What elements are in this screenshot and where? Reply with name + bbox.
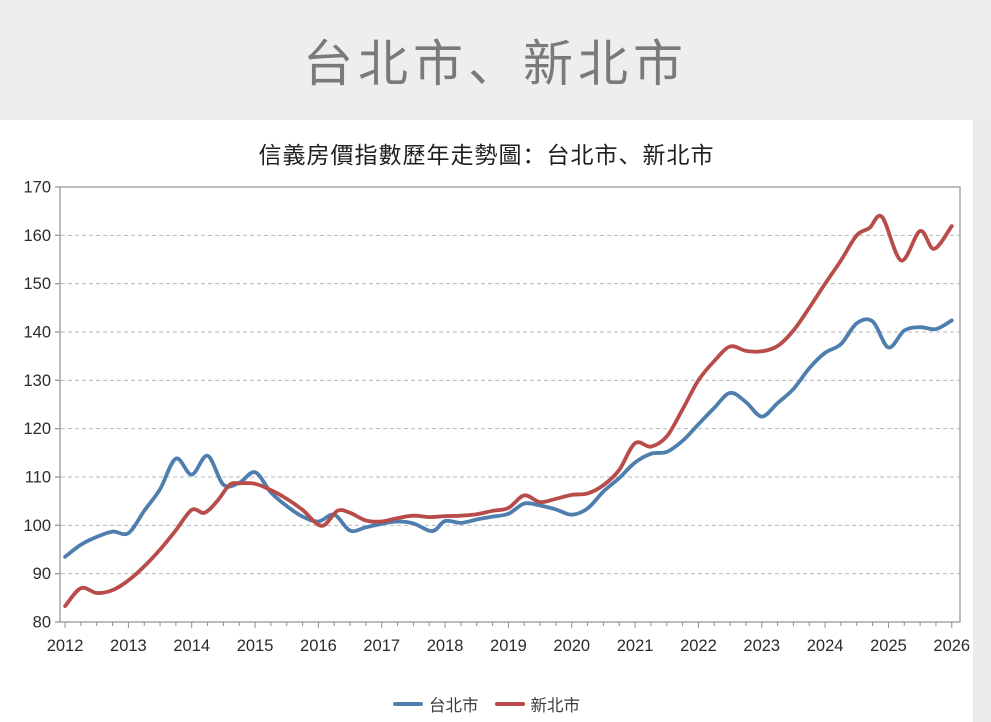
- page-title: 台北市、新北市: [303, 36, 688, 92]
- taipei-legend-label: 台北市: [429, 697, 479, 715]
- x-axis-label-2015: 2015: [237, 637, 274, 655]
- y-axis-label-150: 150: [23, 275, 51, 293]
- x-axis-label-2025: 2025: [870, 637, 907, 655]
- chart-title: 信義房價指數歷年走勢圖：台北市、新北市: [258, 143, 715, 168]
- new-taipei-line-swatch: [494, 702, 525, 706]
- x-axis-label-2026: 2026: [933, 637, 970, 655]
- chart-card: 信義房價指數歷年走勢圖：台北市、新北市 80 90 100 110 120 130 140 1…: [0, 120, 973, 722]
- x-axis-label-2022: 2022: [680, 637, 717, 655]
- legend-item-taipei: 台北市: [393, 692, 479, 716]
- y-axis-label-140: 140: [23, 324, 51, 342]
- x-axis-label-2020: 2020: [553, 637, 590, 655]
- plot-border: [59, 186, 961, 623]
- chart-legend: 台北市 新北市: [0, 690, 973, 718]
- y-axis-label-110: 110: [25, 469, 51, 487]
- x-axis-label-2024: 2024: [807, 637, 844, 655]
- price-index-chart: 80 90 100 110 120 130 140 150 160 170 2012 2013 2014…: [23, 179, 970, 656]
- y-axis-label-80: 80: [33, 614, 51, 632]
- x-axis-label-2018: 2018: [427, 637, 464, 655]
- y-axis-label-90: 90: [33, 565, 51, 583]
- y-axis-label-160: 160: [23, 227, 51, 245]
- x-axis-label-2019: 2019: [490, 637, 527, 655]
- new-taipei-line: [63, 213, 954, 608]
- x-axis-label-2012: 2012: [47, 637, 84, 655]
- y-axis-label-120: 120: [23, 420, 51, 438]
- x-axis-label-2013: 2013: [110, 637, 147, 655]
- x-axis-label-2021: 2021: [617, 637, 654, 655]
- x-axis-label-2023: 2023: [743, 637, 780, 655]
- x-axis-label-2016: 2016: [300, 637, 337, 655]
- legend-item-new-taipei: 新北市: [494, 692, 581, 716]
- x-axis-label-2014: 2014: [173, 637, 210, 655]
- taipei-line: [63, 317, 954, 559]
- y-axis-label-170: 170: [23, 179, 51, 197]
- taipei-line-swatch: [393, 702, 423, 706]
- y-axis-label-100: 100: [23, 517, 51, 535]
- page-banner: 台北市、新北市: [0, 0, 991, 120]
- new-taipei-legend-label: 新北市: [530, 697, 581, 715]
- x-axis-label-2017: 2017: [363, 637, 400, 655]
- y-axis-label-130: 130: [23, 372, 51, 390]
